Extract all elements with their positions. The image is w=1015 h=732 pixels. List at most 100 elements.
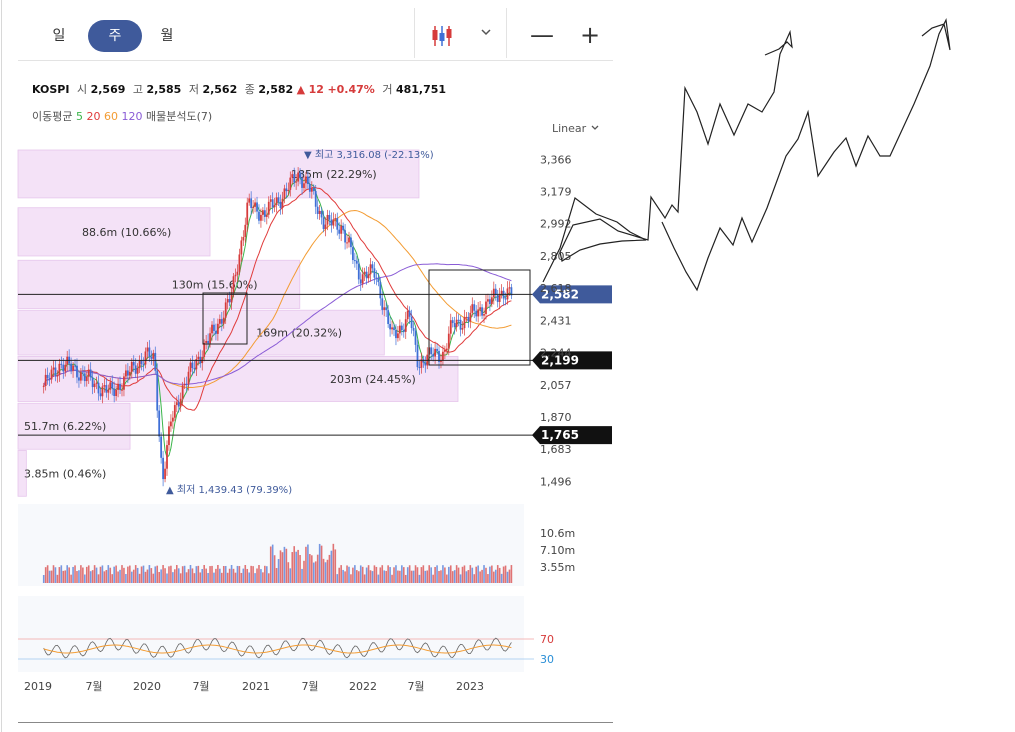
candle-body <box>465 316 468 318</box>
candle-body <box>324 224 327 229</box>
candle-body <box>291 174 294 178</box>
panel-bottom-border <box>18 722 613 723</box>
volume-value: 481,751 <box>395 83 447 96</box>
candle-body <box>252 206 255 209</box>
candle-body <box>58 363 61 376</box>
period-week-button[interactable]: 주 <box>88 20 142 52</box>
change-arrow-icon: ▲ <box>296 83 306 96</box>
candlestick-icon[interactable] <box>426 20 458 52</box>
ma60-label: 60 <box>103 110 118 123</box>
y-tick-label: 2,057 <box>540 379 572 392</box>
candle-body <box>260 214 262 221</box>
candle-body <box>152 352 155 359</box>
scale-mode-label: Linear <box>552 122 587 135</box>
candle-body <box>42 386 45 388</box>
candle-body <box>340 225 343 234</box>
candle-body <box>70 363 73 371</box>
candle-body <box>328 214 331 220</box>
candle-body <box>119 383 121 390</box>
moving-average-legend: 이동평균 5 20 60 120 매물분석도(7) <box>32 108 212 124</box>
period-month-button[interactable]: 월 <box>160 28 174 44</box>
candle-body <box>269 199 272 202</box>
candle-body <box>242 236 245 241</box>
high-marker: ▼ 최고 3,316.08 (-22.13%) <box>304 149 434 161</box>
candle-body <box>436 348 438 351</box>
candle-body <box>361 274 364 284</box>
candle-body <box>308 184 311 192</box>
candle-body <box>475 310 478 317</box>
candle-body <box>228 299 231 303</box>
candle-body <box>234 274 237 277</box>
candle-body <box>101 386 104 397</box>
volume-profile-label: 88.6m (10.66%) <box>82 226 171 239</box>
current-price-tag <box>532 285 612 304</box>
candle-body <box>406 310 409 320</box>
candle-body <box>87 369 90 377</box>
candle-body <box>189 362 192 372</box>
candle-body <box>410 316 413 329</box>
rsi-title: RSI (14,9) <box>32 600 87 613</box>
candle-body <box>295 181 298 183</box>
candle-body <box>175 402 178 406</box>
candle-body <box>132 362 135 366</box>
candle-body <box>248 198 251 203</box>
candle-body <box>181 385 184 399</box>
candle-body <box>48 378 51 380</box>
candle-body <box>338 229 341 234</box>
candle-body <box>310 187 313 192</box>
volume-label: 거 <box>382 83 393 96</box>
candle-body <box>299 172 301 178</box>
candle-body <box>244 224 247 237</box>
candle-body <box>254 202 256 207</box>
candle-body <box>261 210 264 215</box>
candle-body <box>320 210 323 218</box>
volume-profile-bar <box>17 259 301 309</box>
candle-body <box>271 199 274 208</box>
candle-body <box>226 299 229 303</box>
candle-body <box>115 389 118 396</box>
candle-body <box>467 316 470 322</box>
chart-toolbar: 일 주 월 — + <box>18 4 613 61</box>
candle-body <box>211 324 213 334</box>
line-price-tag <box>532 426 612 445</box>
candle-body <box>246 202 249 225</box>
candle-body <box>422 359 425 363</box>
scale-mode-dropdown[interactable]: Linear <box>552 122 600 135</box>
candle-body <box>492 288 495 298</box>
candle-body <box>447 333 450 349</box>
chevron-down-icon[interactable] <box>470 20 502 52</box>
candle-body <box>197 356 200 359</box>
candle-body <box>449 320 452 334</box>
candle-body <box>440 360 442 362</box>
candle-body <box>85 376 88 382</box>
candle-body <box>383 307 386 310</box>
candle-body <box>293 174 296 183</box>
ma-label: 이동평균 <box>32 110 73 123</box>
candle-body <box>76 365 78 378</box>
candle-body <box>438 350 440 362</box>
candle-body <box>287 189 290 192</box>
candle-body <box>490 297 493 305</box>
candle-body <box>307 176 309 185</box>
zoom-out-button[interactable]: — <box>530 21 554 49</box>
candle-body <box>117 383 119 390</box>
zoom-in-button[interactable]: + <box>579 21 601 49</box>
candle-body <box>126 370 129 376</box>
candle-body <box>285 188 288 192</box>
close-label: 종 <box>244 83 255 96</box>
candle-body <box>471 304 474 313</box>
volume-panel-value: 481,751 <box>65 513 116 526</box>
candle-body <box>64 364 67 372</box>
period-day-button[interactable]: 일 <box>52 28 66 44</box>
candle-body <box>80 372 82 381</box>
candle-body <box>297 172 300 182</box>
candle-body <box>334 218 337 220</box>
candle-body <box>267 201 270 215</box>
candle-body <box>215 330 217 334</box>
change-value: 12 <box>308 83 324 96</box>
candle-body <box>144 351 147 365</box>
close-value: 2,582 <box>258 83 294 96</box>
candle-body <box>393 327 395 331</box>
candle-body <box>387 310 390 324</box>
